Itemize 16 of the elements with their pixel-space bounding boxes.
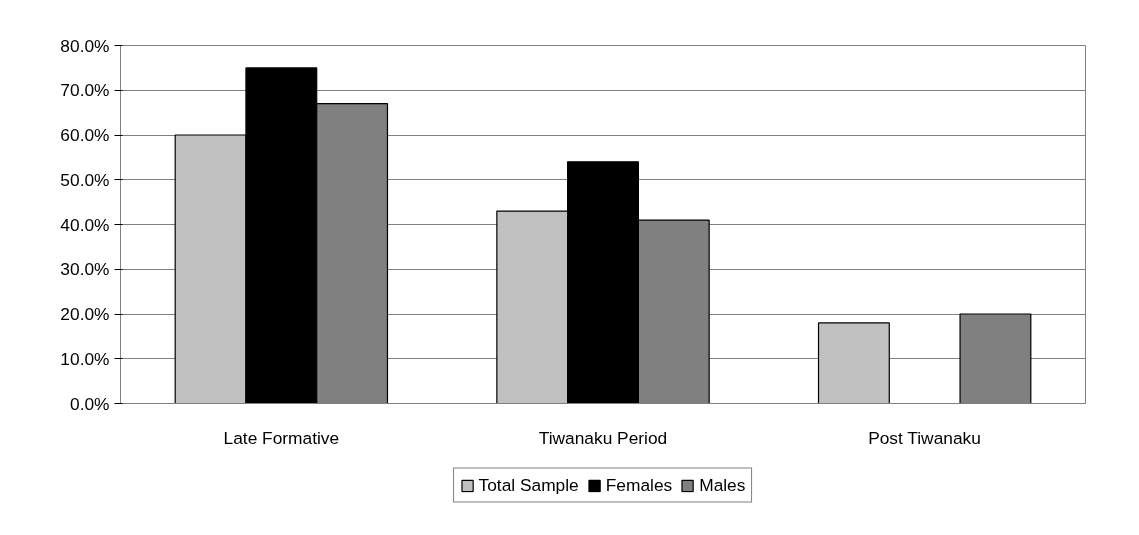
y-tick-label: 10.0% [60,348,110,369]
y-tick-label: 0.0% [70,393,110,414]
x-tick-label: Tiwanaku Period [538,427,668,448]
y-tick-label: 80.0% [60,35,110,56]
legend-label: Females [605,474,673,496]
y-tick-label: 50.0% [60,169,110,190]
x-tick-label: Post Tiwanaku [868,427,981,448]
x-tick-label: Late Formative [223,427,340,448]
y-tick-label: 40.0% [60,214,110,235]
legend-label: Total Sample [478,474,579,496]
bar [817,322,890,404]
legend-label: Males [699,474,746,496]
y-tick-label: 60.0% [60,125,110,145]
y-tick-label: 20.0% [60,304,110,324]
y-tick-label: 70.0% [60,80,110,101]
y-tick-label: 30.0% [60,259,110,280]
